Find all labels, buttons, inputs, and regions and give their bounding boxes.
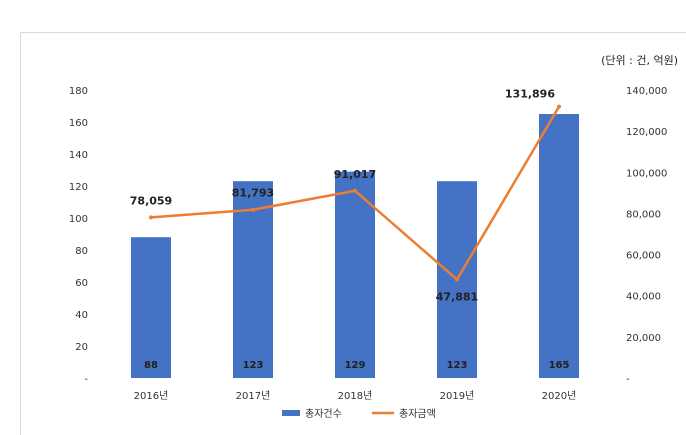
right-tick-label: 140,000	[626, 86, 667, 97]
left-tick-label: 100	[69, 214, 88, 225]
left-tick-label: 60	[75, 278, 88, 289]
right-tick-label: -	[626, 374, 630, 385]
right-tick-label: 40,000	[626, 292, 661, 303]
right-tick-label: 60,000	[626, 251, 661, 262]
line-data-label: 131,896	[505, 88, 555, 101]
line-data-label: 91,017	[334, 168, 376, 181]
bar-series: 88 123 129 123 165	[131, 114, 579, 378]
bar	[539, 114, 579, 378]
line-data-label: 78,059	[130, 194, 172, 207]
left-tick-label: 120	[69, 182, 88, 193]
left-tick-label: -	[84, 374, 88, 385]
bar-data-label: 129	[345, 360, 366, 371]
bar-data-label: 165	[549, 360, 570, 371]
category-label: 2019년	[440, 390, 475, 402]
left-tick-label: 160	[69, 118, 88, 129]
right-tick-label: 120,000	[626, 127, 667, 138]
left-tick-label: 140	[69, 150, 88, 161]
right-tick-label: 20,000	[626, 333, 661, 344]
line-point	[557, 104, 561, 109]
category-label: 2016년	[134, 390, 169, 402]
category-axis: 2016년 2017년 2018년 2019년 2020년	[134, 390, 577, 402]
line-series: 78,059 81,793 91,017 47,881 131,896	[130, 88, 561, 304]
unit-label: (단위 : 건, 억원)	[601, 54, 678, 67]
bar	[131, 237, 171, 378]
bar	[233, 181, 273, 378]
left-tick-label: 40	[75, 310, 88, 321]
line-data-label: 47,881	[436, 291, 478, 304]
left-tick-label: 20	[75, 342, 88, 353]
legend-bar-label: 총자건수	[305, 408, 342, 420]
left-tick-label: 180	[69, 86, 88, 97]
right-tick-label: 80,000	[626, 209, 661, 220]
line-data-label: 81,793	[232, 187, 274, 200]
line-point	[251, 207, 255, 212]
legend: 총자건수 총자금액	[282, 408, 436, 420]
bar-data-label: 123	[447, 360, 468, 371]
right-axis: - 20,000 40,000 60,000 80,000 100,000 120,000 1…	[626, 86, 667, 385]
line-point	[455, 277, 459, 282]
bar	[335, 171, 375, 378]
category-label: 2018년	[338, 390, 373, 402]
left-axis: - 20 40 60 80 100 120 140 160 180	[69, 86, 88, 385]
category-label: 2017년	[236, 390, 271, 402]
right-tick-label: 100,000	[626, 168, 667, 179]
bar-data-label: 88	[144, 360, 158, 371]
legend-line-label: 총자금액	[399, 408, 436, 420]
line-point	[353, 188, 357, 193]
legend-bar-swatch	[282, 410, 300, 416]
category-label: 2020년	[542, 390, 577, 402]
bar-data-label: 123	[243, 360, 264, 371]
left-tick-label: 80	[75, 246, 88, 257]
chart-frame	[20, 32, 686, 435]
line-point	[149, 215, 153, 220]
